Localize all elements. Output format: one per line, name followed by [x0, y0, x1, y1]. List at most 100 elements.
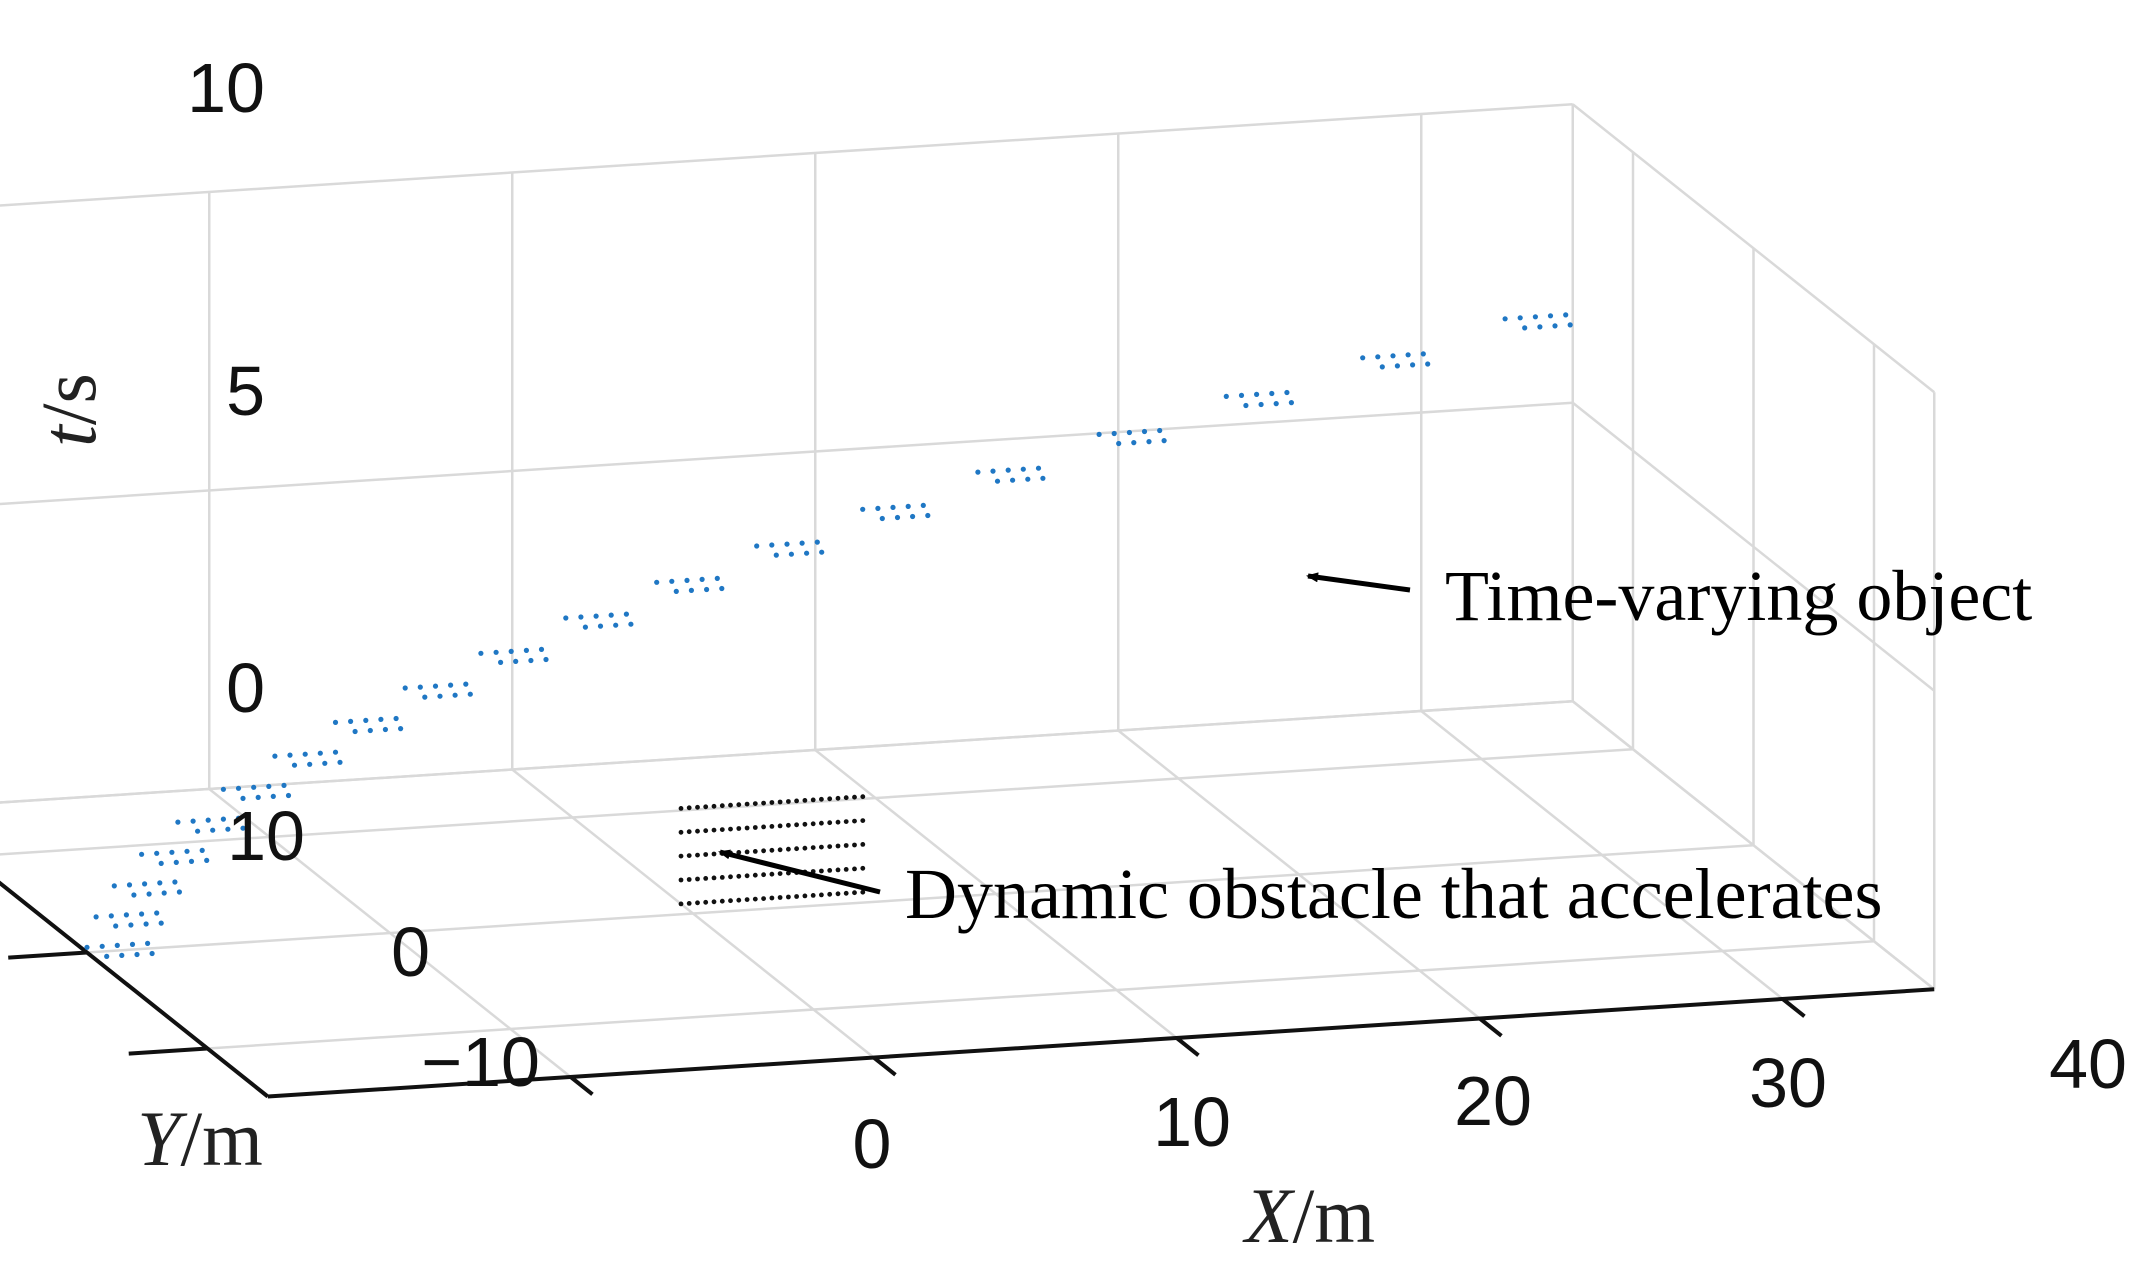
object-dot [711, 875, 717, 881]
obstacle-dot [270, 793, 276, 800]
object-dot [835, 843, 841, 849]
y-tick-label: 10 [227, 797, 305, 875]
obstacle-dot [879, 515, 885, 522]
obstacle-dot [172, 879, 178, 885]
obstacle-dot [123, 912, 129, 918]
object-dot [686, 877, 692, 882]
obstacle-dot [799, 540, 805, 546]
object-dot [744, 825, 750, 831]
obstacle-dot [266, 783, 272, 790]
obstacle-dot [513, 658, 519, 665]
object-dot [802, 845, 808, 851]
obstacle-dot [307, 761, 313, 767]
obstacle-dot [235, 785, 242, 791]
obstacle-dot [111, 883, 117, 889]
object-dot [769, 847, 775, 853]
object-dot [703, 852, 709, 857]
obstacle-dot [114, 942, 120, 949]
x-tick-mark [1478, 1016, 1503, 1038]
obstacle-dot [1563, 312, 1569, 318]
floor-grid-line [0, 748, 1634, 856]
obstacle-dot [448, 682, 454, 688]
obstacle-dot [382, 726, 388, 733]
object-dot [686, 853, 692, 858]
obstacle-dot [1131, 440, 1137, 446]
obstacle-point [93, 910, 164, 929]
obstacle-dot [773, 552, 779, 558]
object-dot [744, 849, 750, 855]
obstacle-dot [593, 613, 599, 619]
obstacle-point [175, 815, 246, 834]
object-dot [736, 850, 742, 855]
x-tick-label: 10 [1153, 1083, 1231, 1161]
obstacle-dot [1567, 322, 1573, 328]
x-axis-unit: /m [1293, 1172, 1375, 1259]
obstacle-dot [704, 586, 710, 593]
obstacle-dot [819, 549, 825, 555]
x-tick-label: 30 [1749, 1044, 1827, 1122]
x-axis-label: X/m [1242, 1172, 1375, 1259]
obstacle-dot [99, 943, 105, 949]
x-tick-label: 0 [853, 1105, 892, 1183]
obstacle-dot [199, 847, 205, 854]
obstacle-point [220, 782, 292, 802]
side-wall-grid-line [1571, 103, 1936, 394]
object-dot [728, 898, 733, 904]
obstacle-dot [281, 782, 287, 789]
obstacle-dot [1146, 439, 1152, 445]
object-dot [843, 843, 849, 848]
object-dot [703, 876, 709, 881]
obstacle-dot [1254, 391, 1260, 397]
object-dot [719, 803, 725, 809]
obstacle-dot [190, 818, 196, 824]
object-dot [810, 893, 816, 898]
obstacle-dot [188, 858, 195, 865]
object-dot [769, 800, 775, 805]
obstacle-dot [240, 795, 246, 802]
back-wall-grid-line [0, 401, 1573, 506]
obstacle-point [975, 465, 1046, 484]
obstacle-dot [688, 587, 695, 594]
obstacle-dot [220, 816, 226, 822]
object-dot [843, 795, 849, 801]
obstacle-dot [240, 825, 246, 831]
object-dot [703, 828, 709, 834]
obstacle-dot [1096, 431, 1102, 437]
object-dot [852, 842, 857, 848]
object-dot [678, 877, 684, 883]
obstacle-dot [154, 910, 160, 916]
obstacle-dot [673, 588, 679, 595]
object-dot [695, 876, 700, 882]
obstacle-dot [669, 578, 675, 584]
object-dot [711, 827, 717, 833]
obstacle-dot [175, 819, 181, 825]
obstacle-dot [508, 648, 514, 655]
y-axis-label: Y/m [137, 1095, 263, 1182]
obstacle-dot [285, 792, 292, 799]
obstacle-dot [93, 914, 99, 920]
obstacle-dot [1025, 476, 1031, 482]
obstacle-dot [149, 950, 155, 957]
obstacle-dot [142, 881, 148, 887]
obstacle-dot [108, 913, 114, 919]
obstacle-dot [128, 922, 134, 928]
object-dot [794, 798, 799, 804]
object-dot [827, 820, 833, 826]
obstacle-dot [291, 762, 298, 768]
y-tick-label: −10 [421, 1023, 540, 1101]
z-tick-label: 0 [226, 649, 265, 727]
obstacle-dot [393, 715, 399, 722]
object-dot [860, 794, 866, 800]
annotation-arrow-dynamic-obstacle [718, 849, 881, 895]
obstacle-dot [332, 749, 339, 755]
obstacle-dot [1379, 364, 1385, 370]
obstacle-dot [317, 750, 323, 756]
object-dot [678, 853, 684, 859]
obstacle-dot [1111, 430, 1117, 437]
x-axis-line [267, 987, 1935, 1099]
object-dot [843, 867, 849, 872]
obstacle-dot [1547, 313, 1554, 319]
time-varying-object-line [678, 818, 866, 835]
time-varying-object-line [678, 889, 866, 907]
object-dot [802, 798, 808, 803]
